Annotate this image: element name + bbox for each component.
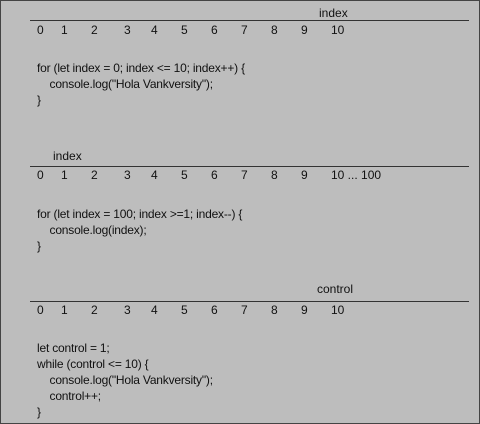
tick-label: 2 [91,168,98,182]
tick-label: 4 [151,303,158,317]
tick-label: 2 [91,303,98,317]
tick-label: 6 [211,168,218,182]
tick-label: 1 [61,303,68,317]
tick-label: 4 [151,23,158,37]
tick-label: 3 [124,303,131,317]
code-line: let control = 1; [37,341,110,355]
tick-row: 0 1 2 3 4 5 6 7 8 9 10 [1,23,480,37]
code-line: } [37,93,41,107]
number-line [30,20,469,21]
code-line: console.log("Hola Vankversity"); [37,77,214,91]
number-line [30,166,469,167]
code-line: for (let index = 100; index >=1; index--… [37,207,243,221]
tick-label: 7 [241,303,248,317]
code-line: console.log(index); [37,223,147,237]
tick-label: 10 ... 100 [331,168,382,182]
tick-label: 6 [211,303,218,317]
code-block: for (let index = 100; index >=1; index--… [37,206,242,254]
code-line: } [37,405,41,419]
code-line: } [37,239,41,253]
tick-label: 5 [181,303,188,317]
tick-label: 8 [271,303,278,317]
code-line: console.log("Hola Vankversity"); [37,373,214,387]
code-line: while (control <= 10) { [37,357,149,371]
tick-label: 9 [301,168,308,182]
tick-label: 8 [271,168,278,182]
code-block: for (let index = 0; index <= 10; index++… [37,60,245,108]
tick-label: 9 [301,303,308,317]
tick-label: 5 [181,168,188,182]
tick-label: 1 [61,23,68,37]
tick-label: 10 [331,303,345,317]
number-line [30,301,469,302]
tick-label: 5 [181,23,188,37]
tick-label: 9 [301,23,308,37]
tick-label: 2 [91,23,98,37]
tick-label: 1 [61,168,68,182]
variable-label-index: index [53,149,82,163]
tick-label: 6 [211,23,218,37]
tick-label: 4 [151,168,158,182]
tick-label: 8 [271,23,278,37]
tick-label: 0 [37,303,44,317]
tick-label: 7 [241,23,248,37]
tick-row: 0 1 2 3 4 5 6 7 8 9 10 [1,303,480,317]
tick-label: 7 [241,168,248,182]
variable-label-control: control [317,282,354,296]
code-line: for (let index = 0; index <= 10; index++… [37,61,245,75]
code-block: let control = 1; while (control <= 10) {… [37,340,213,420]
tick-label: 3 [124,168,131,182]
tick-label: 0 [37,23,44,37]
variable-label-index: index [319,6,348,20]
code-line: control++; [37,389,102,403]
tick-row: 0 1 2 3 4 5 6 7 8 9 10 ... 100 [1,168,480,182]
tick-label: 0 [37,168,44,182]
tick-label: 3 [124,23,131,37]
tick-label: 10 [331,23,345,37]
